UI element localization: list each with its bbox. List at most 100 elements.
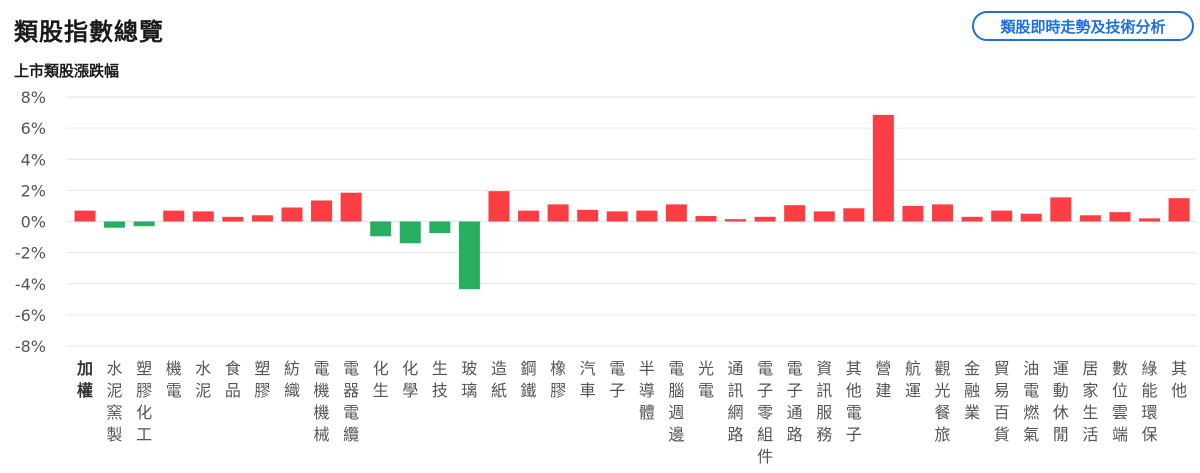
bar[interactable] bbox=[902, 205, 924, 222]
x-tick-label: 動 bbox=[1053, 381, 1069, 400]
y-tick-label: 4% bbox=[21, 150, 46, 169]
bar[interactable] bbox=[784, 205, 806, 222]
x-tick-label: 子 bbox=[846, 425, 862, 444]
bar[interactable] bbox=[251, 215, 273, 222]
x-tick-label: 通 bbox=[728, 359, 744, 378]
bar[interactable] bbox=[281, 207, 303, 222]
x-tick-label: 位 bbox=[1112, 381, 1128, 400]
bar[interactable] bbox=[872, 114, 894, 222]
bar[interactable] bbox=[192, 211, 214, 222]
x-tick-label: 械 bbox=[314, 425, 330, 444]
x-tick-label: 雲 bbox=[1112, 403, 1128, 422]
bar[interactable] bbox=[1020, 213, 1042, 222]
x-tick-label: 橡 bbox=[550, 359, 566, 378]
x-tick-label: 營 bbox=[875, 359, 891, 378]
chart-title: 上市類股漲跌幅 bbox=[14, 62, 120, 80]
bar[interactable] bbox=[104, 221, 126, 228]
x-tick-label: 建 bbox=[875, 381, 891, 400]
bar[interactable] bbox=[961, 216, 983, 222]
x-tick-label: 件 bbox=[757, 447, 773, 466]
bar[interactable] bbox=[1168, 198, 1190, 222]
sector-analysis-button[interactable]: 類股即時走勢及技術分析 bbox=[972, 11, 1194, 41]
bar[interactable] bbox=[813, 211, 835, 222]
x-tick-label: 車 bbox=[580, 381, 596, 400]
bar[interactable] bbox=[636, 210, 658, 222]
x-tick-label: 他 bbox=[846, 381, 862, 400]
x-tick-label: 紙 bbox=[491, 381, 507, 400]
bar[interactable] bbox=[133, 221, 155, 227]
x-tick-label: 半 bbox=[639, 359, 655, 378]
bar[interactable] bbox=[163, 210, 185, 222]
x-tick-label: 餐 bbox=[935, 403, 951, 422]
bar[interactable] bbox=[74, 210, 96, 222]
bar[interactable] bbox=[932, 204, 954, 222]
bar[interactable] bbox=[488, 191, 510, 222]
x-tick-label: 子 bbox=[787, 381, 803, 400]
x-tick-label: 週 bbox=[668, 403, 684, 422]
x-tick-label: 塑 bbox=[136, 359, 152, 378]
x-tick-label: 電 bbox=[1023, 381, 1039, 400]
x-tick-label: 化 bbox=[373, 359, 389, 378]
x-tick-label: 資 bbox=[816, 359, 832, 378]
bar[interactable] bbox=[843, 208, 865, 222]
x-tick-label: 路 bbox=[728, 425, 744, 444]
bar[interactable] bbox=[754, 216, 776, 222]
bar[interactable] bbox=[311, 200, 333, 222]
x-tick-label: 電 bbox=[668, 359, 684, 378]
x-tick-label: 運 bbox=[1053, 359, 1069, 378]
x-tick-label: 其 bbox=[846, 359, 862, 378]
bar[interactable] bbox=[429, 221, 451, 234]
header: 類股指數總覽 類股即時走勢及技術分析 bbox=[14, 8, 1194, 48]
bar[interactable] bbox=[606, 211, 628, 222]
x-tick-label: 電 bbox=[787, 359, 803, 378]
x-tick-label: 窯 bbox=[107, 403, 123, 422]
x-tick-label: 訊 bbox=[728, 381, 744, 400]
x-tick-label: 航 bbox=[905, 359, 921, 378]
x-tick-label: 生 bbox=[432, 359, 448, 378]
bar[interactable] bbox=[665, 204, 687, 222]
x-tick-label: 泥 bbox=[195, 381, 211, 400]
bar[interactable] bbox=[1139, 218, 1161, 222]
x-tick-label: 旅 bbox=[935, 425, 951, 444]
bar[interactable] bbox=[991, 210, 1013, 222]
x-tick-label: 貿 bbox=[994, 359, 1010, 378]
x-tick-label: 他 bbox=[1171, 381, 1187, 400]
bar[interactable] bbox=[222, 216, 244, 222]
bar[interactable] bbox=[725, 219, 747, 222]
x-tick-label: 油 bbox=[1023, 359, 1039, 378]
x-tick-label: 紡 bbox=[284, 359, 300, 378]
bar[interactable] bbox=[1050, 197, 1072, 222]
x-tick-label: 訊 bbox=[816, 381, 832, 400]
x-tick-label: 機 bbox=[314, 381, 330, 400]
bar[interactable] bbox=[547, 204, 569, 222]
x-tick-label: 機 bbox=[166, 359, 182, 378]
x-tick-label: 生 bbox=[373, 381, 389, 400]
bar[interactable] bbox=[1079, 215, 1101, 222]
x-tick-label: 綠 bbox=[1142, 359, 1158, 378]
x-tick-label: 電 bbox=[609, 359, 625, 378]
x-tick-label: 其 bbox=[1171, 359, 1187, 378]
bar[interactable] bbox=[340, 192, 362, 222]
x-tick-label: 電 bbox=[166, 381, 182, 400]
x-tick-label: 玻 bbox=[461, 359, 477, 378]
x-tick-label: 膠 bbox=[550, 381, 566, 400]
x-tick-label: 電 bbox=[846, 403, 862, 422]
x-tick-label: 百 bbox=[994, 403, 1010, 422]
bar[interactable] bbox=[399, 221, 421, 244]
x-tick-label: 食 bbox=[225, 359, 241, 378]
x-tick-label: 腦 bbox=[668, 381, 684, 400]
x-tick-label: 務 bbox=[816, 425, 832, 444]
bar[interactable] bbox=[458, 221, 480, 290]
bar[interactable] bbox=[370, 221, 392, 237]
bar[interactable] bbox=[695, 216, 717, 222]
bar[interactable] bbox=[1109, 212, 1131, 222]
bar[interactable] bbox=[518, 210, 540, 222]
x-tick-label: 子 bbox=[757, 381, 773, 400]
x-tick-label: 邊 bbox=[668, 425, 684, 444]
x-tick-label: 電 bbox=[314, 359, 330, 378]
y-tick-label: -2% bbox=[15, 244, 46, 263]
y-tick-label: 0% bbox=[21, 213, 46, 232]
bar[interactable] bbox=[577, 209, 599, 222]
x-tick-label: 電 bbox=[343, 359, 359, 378]
x-tick-label: 光 bbox=[698, 359, 714, 378]
